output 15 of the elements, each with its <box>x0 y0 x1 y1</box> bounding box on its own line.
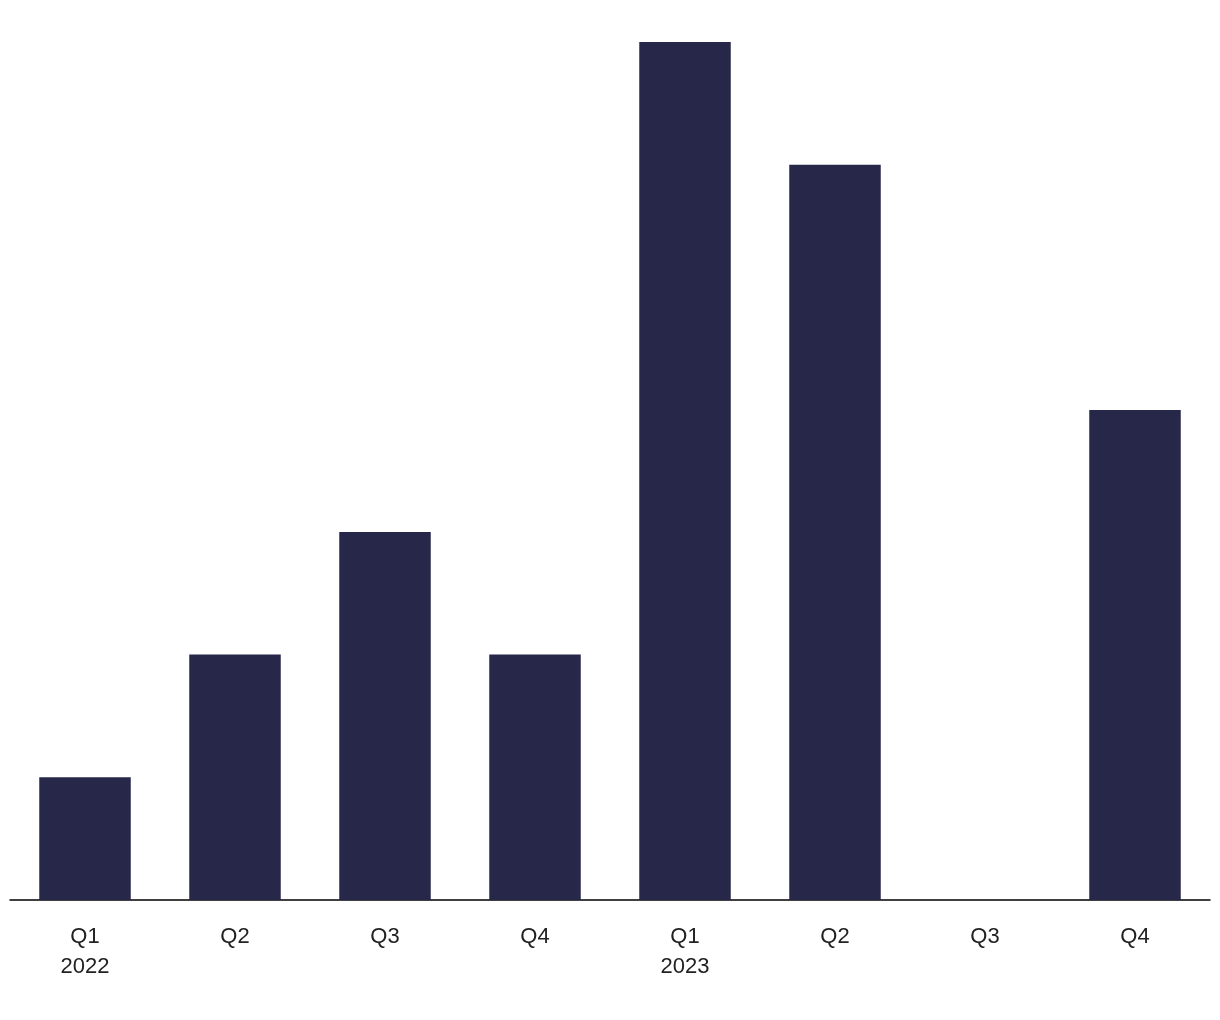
bar <box>189 654 281 900</box>
bar <box>339 531 431 900</box>
bar <box>1089 410 1181 900</box>
x-tick-label: Q2 <box>220 922 250 948</box>
x-tick-label: Q4 <box>520 922 550 948</box>
x-tick-label: Q4 <box>1120 922 1150 948</box>
bar <box>789 164 881 900</box>
x-tick-label: Q3 <box>970 922 1000 948</box>
x-tick-label: Q2 <box>820 922 850 948</box>
bar <box>639 42 731 900</box>
bar <box>489 654 581 900</box>
x-tick-label: Q3 <box>370 922 400 948</box>
x-tick-label: Q1 2022 <box>60 922 110 978</box>
bar <box>39 777 131 900</box>
x-tick-label: Q1 2023 <box>660 922 710 978</box>
